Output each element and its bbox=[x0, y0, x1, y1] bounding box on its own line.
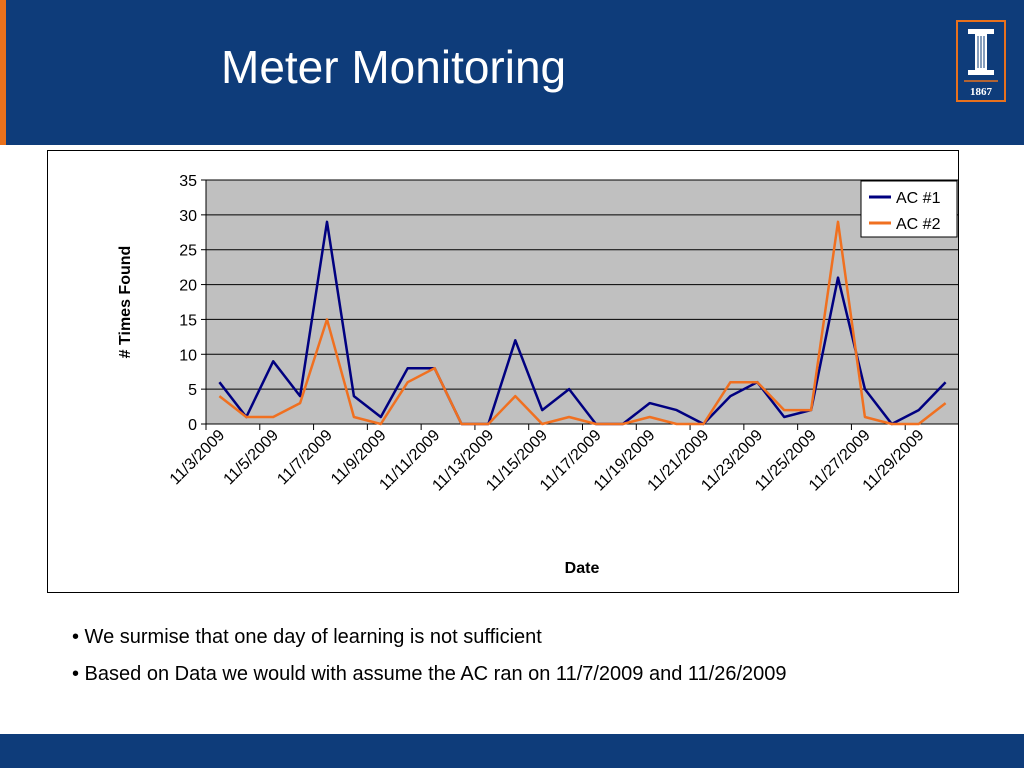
y-tick-label: 15 bbox=[179, 312, 197, 329]
page-title: Meter Monitoring bbox=[221, 41, 567, 93]
x-tick-label: 11/7/2009 bbox=[274, 427, 336, 489]
legend-label: AC #2 bbox=[896, 216, 941, 233]
bullet-item: • Based on Data we would with assume the… bbox=[72, 663, 787, 685]
series-line bbox=[218, 220, 947, 426]
series-line bbox=[218, 220, 947, 426]
header-accent-stripe bbox=[0, 0, 6, 145]
legend-box bbox=[860, 180, 958, 238]
y-tick-label: 30 bbox=[179, 208, 197, 225]
y-tick-label: 10 bbox=[179, 347, 197, 364]
y-tick-label: 20 bbox=[179, 278, 197, 295]
university-logo: 1867 bbox=[956, 20, 1006, 102]
y-tick-label: 0 bbox=[188, 417, 197, 434]
chart-frame: 0 5 10 15 20 25 30 35 11/3/2009 11/5/2009 11/7/20… bbox=[47, 150, 959, 593]
bullet-list: • We surmise that one day of learning is… bbox=[72, 624, 972, 698]
header-bar: Meter Monitoring 1867 bbox=[0, 0, 1024, 145]
plot-area bbox=[206, 180, 958, 424]
legend: AC #1 AC #2 bbox=[860, 180, 958, 238]
footer-bar bbox=[0, 734, 1024, 768]
bullet-item: • We surmise that one day of learning is… bbox=[72, 626, 542, 648]
line-chart: 0 5 10 15 20 25 30 35 11/3/200911/5/200911/7/20… bbox=[117, 173, 958, 577]
x-tick-label: 11/3/2009 bbox=[167, 427, 229, 489]
y-tick-label: 35 bbox=[179, 173, 197, 190]
y-axis-label: # Times Found bbox=[117, 246, 134, 359]
legend-label: AC #1 bbox=[896, 190, 941, 207]
y-tick-label: 5 bbox=[188, 382, 197, 399]
x-tick-label: 11/5/2009 bbox=[221, 427, 283, 489]
logo-year: 1867 bbox=[970, 86, 993, 98]
x-axis-label: Date bbox=[565, 560, 600, 577]
y-tick-label: 25 bbox=[179, 243, 197, 260]
